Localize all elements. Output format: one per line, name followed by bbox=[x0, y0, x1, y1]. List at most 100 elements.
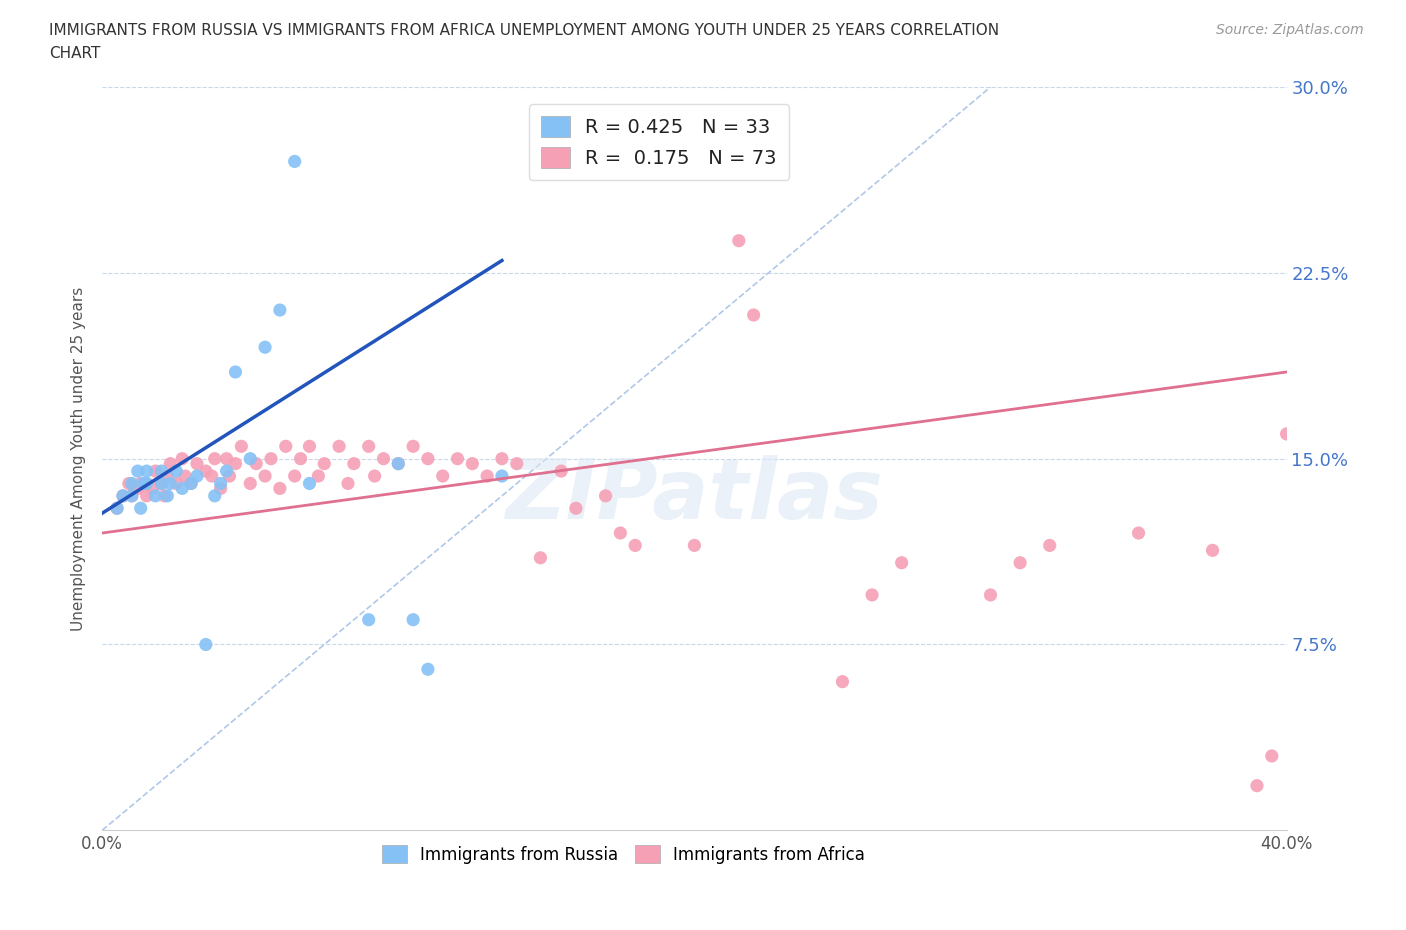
Immigrants from Russia bbox=[132, 476, 155, 491]
Immigrants from Russia bbox=[172, 481, 194, 496]
Immigrants from Africa bbox=[1246, 778, 1268, 793]
Immigrants from Africa bbox=[373, 451, 395, 466]
Immigrants from Africa bbox=[254, 469, 277, 484]
Immigrants from Africa bbox=[1275, 427, 1298, 442]
Immigrants from Africa bbox=[727, 233, 749, 248]
Immigrants from Africa bbox=[343, 457, 366, 472]
Immigrants from Africa bbox=[550, 464, 572, 479]
Immigrants from Africa bbox=[314, 457, 336, 472]
Immigrants from Russia bbox=[402, 612, 425, 627]
Immigrants from Russia bbox=[121, 488, 143, 503]
Immigrants from Africa bbox=[1201, 543, 1223, 558]
Immigrants from Africa bbox=[683, 538, 706, 552]
Immigrants from Africa bbox=[860, 588, 883, 603]
Immigrants from Africa bbox=[274, 439, 297, 454]
Immigrants from Africa bbox=[357, 439, 380, 454]
Immigrants from Russia bbox=[111, 488, 134, 503]
Immigrants from Africa bbox=[215, 451, 238, 466]
Immigrants from Africa bbox=[475, 469, 498, 484]
Immigrants from Africa bbox=[284, 469, 307, 484]
Immigrants from Africa bbox=[145, 464, 167, 479]
Immigrants from Russia bbox=[145, 488, 167, 503]
Immigrants from Africa bbox=[209, 481, 232, 496]
Immigrants from Russia bbox=[269, 302, 291, 317]
Immigrants from Africa bbox=[432, 469, 454, 484]
Immigrants from Russia bbox=[194, 637, 217, 652]
Immigrants from Africa bbox=[742, 308, 765, 323]
Immigrants from Africa bbox=[1128, 525, 1150, 540]
Immigrants from Africa bbox=[446, 451, 468, 466]
Immigrants from Russia bbox=[224, 365, 246, 379]
Immigrants from Africa bbox=[1039, 538, 1062, 552]
Immigrants from Africa bbox=[506, 457, 529, 472]
Immigrants from Africa bbox=[224, 457, 246, 472]
Immigrants from Russia bbox=[209, 476, 232, 491]
Immigrants from Africa bbox=[260, 451, 283, 466]
Immigrants from Russia bbox=[215, 464, 238, 479]
Immigrants from Africa bbox=[135, 488, 157, 503]
Immigrants from Africa bbox=[529, 551, 551, 565]
Immigrants from Africa bbox=[402, 439, 425, 454]
Immigrants from Africa bbox=[231, 439, 253, 454]
Immigrants from Russia bbox=[180, 476, 202, 491]
Immigrants from Africa bbox=[153, 488, 176, 503]
Immigrants from Africa bbox=[204, 451, 226, 466]
Immigrants from Africa bbox=[135, 476, 157, 491]
Immigrants from Africa bbox=[218, 469, 240, 484]
Immigrants from Africa bbox=[129, 476, 152, 491]
Immigrants from Africa bbox=[180, 476, 202, 491]
Immigrants from Russia bbox=[387, 457, 409, 472]
Immigrants from Russia bbox=[357, 612, 380, 627]
Immigrants from Russia bbox=[135, 476, 157, 491]
Immigrants from Africa bbox=[831, 674, 853, 689]
Immigrants from Africa bbox=[1261, 749, 1284, 764]
Immigrants from Russia bbox=[416, 662, 439, 677]
Immigrants from Africa bbox=[174, 469, 197, 484]
Text: CHART: CHART bbox=[49, 46, 101, 61]
Immigrants from Africa bbox=[609, 525, 631, 540]
Immigrants from Africa bbox=[290, 451, 312, 466]
Immigrants from Africa bbox=[194, 464, 217, 479]
Immigrants from Africa bbox=[363, 469, 385, 484]
Immigrants from Russia bbox=[239, 451, 262, 466]
Immigrants from Africa bbox=[307, 469, 329, 484]
Immigrants from Africa bbox=[416, 451, 439, 466]
Immigrants from Russia bbox=[156, 488, 179, 503]
Text: IMMIGRANTS FROM RUSSIA VS IMMIGRANTS FROM AFRICA UNEMPLOYMENT AMONG YOUTH UNDER : IMMIGRANTS FROM RUSSIA VS IMMIGRANTS FRO… bbox=[49, 23, 1000, 38]
Immigrants from Russia bbox=[186, 469, 208, 484]
Immigrants from Russia bbox=[204, 488, 226, 503]
Immigrants from Russia bbox=[165, 464, 187, 479]
Immigrants from Africa bbox=[165, 476, 187, 491]
Immigrants from Russia bbox=[491, 469, 513, 484]
Immigrants from Africa bbox=[1010, 555, 1032, 570]
Immigrants from Russia bbox=[129, 500, 152, 515]
Immigrants from Africa bbox=[239, 476, 262, 491]
Immigrants from Russia bbox=[254, 339, 277, 354]
Immigrants from Russia bbox=[105, 500, 128, 515]
Text: ZIPatlas: ZIPatlas bbox=[506, 456, 883, 537]
Immigrants from Africa bbox=[121, 488, 143, 503]
Immigrants from Africa bbox=[201, 469, 224, 484]
Immigrants from Africa bbox=[172, 451, 194, 466]
Y-axis label: Unemployment Among Youth under 25 years: Unemployment Among Youth under 25 years bbox=[72, 286, 86, 631]
Immigrants from Africa bbox=[269, 481, 291, 496]
Immigrants from Africa bbox=[336, 476, 359, 491]
Immigrants from Africa bbox=[979, 588, 1001, 603]
Immigrants from Africa bbox=[156, 469, 179, 484]
Immigrants from Russia bbox=[150, 476, 173, 491]
Immigrants from Russia bbox=[284, 154, 307, 169]
Immigrants from Africa bbox=[159, 457, 181, 472]
Immigrants from Africa bbox=[890, 555, 912, 570]
Immigrants from Africa bbox=[387, 457, 409, 472]
Immigrants from Africa bbox=[245, 457, 267, 472]
Immigrants from Africa bbox=[150, 476, 173, 491]
Immigrants from Russia bbox=[150, 464, 173, 479]
Immigrants from Russia bbox=[298, 476, 321, 491]
Immigrants from Africa bbox=[595, 488, 617, 503]
Immigrants from Africa bbox=[565, 500, 588, 515]
Immigrants from Africa bbox=[186, 457, 208, 472]
Immigrants from Africa bbox=[461, 457, 484, 472]
Immigrants from Russia bbox=[159, 476, 181, 491]
Immigrants from Russia bbox=[135, 464, 157, 479]
Immigrants from Africa bbox=[491, 451, 513, 466]
